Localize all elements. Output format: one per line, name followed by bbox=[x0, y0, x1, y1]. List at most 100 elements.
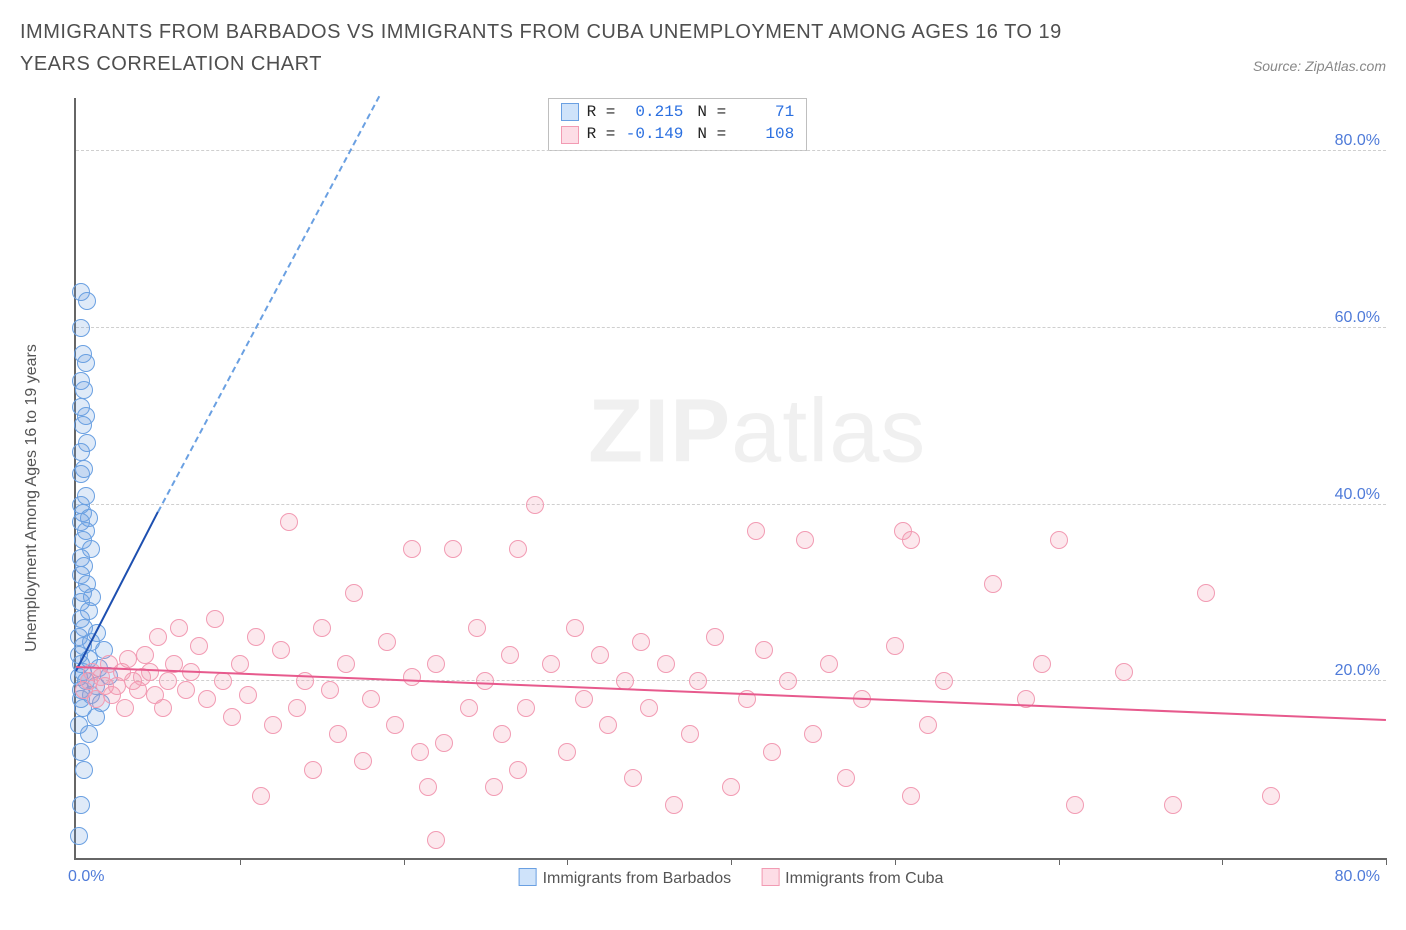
data-point bbox=[427, 831, 445, 849]
gridline bbox=[76, 504, 1386, 505]
data-point bbox=[403, 668, 421, 686]
data-point bbox=[427, 655, 445, 673]
legend-label: Immigrants from Barbados bbox=[543, 870, 732, 887]
data-point bbox=[468, 619, 486, 637]
data-point bbox=[837, 769, 855, 787]
x-tick bbox=[1386, 858, 1387, 865]
data-point bbox=[599, 716, 617, 734]
data-point bbox=[558, 743, 576, 761]
x-axis-min-label: 0.0% bbox=[68, 868, 104, 886]
data-point bbox=[264, 716, 282, 734]
legend-swatch bbox=[561, 126, 579, 144]
stats-r-label: R = bbox=[587, 123, 616, 145]
data-point bbox=[517, 699, 535, 717]
data-point bbox=[796, 531, 814, 549]
data-point bbox=[378, 633, 396, 651]
y-tick-label: 20.0% bbox=[1335, 662, 1380, 680]
data-point bbox=[70, 827, 88, 845]
chart-title: IMMIGRANTS FROM BARBADOS VS IMMIGRANTS F… bbox=[20, 16, 1120, 80]
data-point bbox=[935, 672, 953, 690]
x-tick bbox=[1059, 858, 1060, 865]
regression-line bbox=[76, 666, 1386, 721]
data-point bbox=[1262, 787, 1280, 805]
data-point bbox=[509, 540, 527, 558]
data-point bbox=[72, 796, 90, 814]
data-point bbox=[435, 734, 453, 752]
data-point bbox=[984, 575, 1002, 593]
data-point bbox=[72, 743, 90, 761]
data-point bbox=[509, 761, 527, 779]
data-point bbox=[820, 655, 838, 673]
data-point bbox=[476, 672, 494, 690]
watermark-bold: ZIP bbox=[588, 382, 731, 482]
data-point bbox=[1066, 796, 1084, 814]
data-point bbox=[886, 637, 904, 655]
stats-r-label: R = bbox=[587, 101, 616, 123]
data-point bbox=[72, 319, 90, 337]
y-tick-label: 40.0% bbox=[1335, 486, 1380, 504]
stats-r-value: -0.149 bbox=[623, 123, 683, 145]
x-axis-max-label: 80.0% bbox=[1335, 868, 1380, 886]
legend-swatch bbox=[561, 103, 579, 121]
axis-legend: Immigrants from Barbados Immigrants from … bbox=[519, 868, 944, 888]
data-point bbox=[280, 513, 298, 531]
gridline bbox=[76, 150, 1386, 151]
data-point bbox=[493, 725, 511, 743]
data-point bbox=[1050, 531, 1068, 549]
data-point bbox=[591, 646, 609, 664]
x-tick bbox=[1222, 858, 1223, 865]
watermark-thin: atlas bbox=[731, 382, 926, 482]
data-point bbox=[329, 725, 347, 743]
source-credit: Source: ZipAtlas.com bbox=[1253, 58, 1386, 74]
data-point bbox=[386, 716, 404, 734]
data-point bbox=[77, 487, 95, 505]
data-point bbox=[141, 663, 159, 681]
data-point bbox=[1033, 655, 1051, 673]
data-point bbox=[190, 637, 208, 655]
data-point bbox=[919, 716, 937, 734]
data-point bbox=[640, 699, 658, 717]
data-point bbox=[345, 584, 363, 602]
data-point bbox=[149, 628, 167, 646]
gridline bbox=[76, 327, 1386, 328]
data-point bbox=[288, 699, 306, 717]
data-point bbox=[575, 690, 593, 708]
data-point bbox=[763, 743, 781, 761]
data-point bbox=[747, 522, 765, 540]
plot-area: ZIPatlas R =0.215N =71R =-0.149N =108 Im… bbox=[74, 98, 1386, 860]
data-point bbox=[1115, 663, 1133, 681]
stats-r-value: 0.215 bbox=[623, 101, 683, 123]
data-point bbox=[247, 628, 265, 646]
data-point bbox=[170, 619, 188, 637]
y-axis-label: Unemployment Among Ages 16 to 19 years bbox=[23, 344, 41, 652]
data-point bbox=[804, 725, 822, 743]
data-point bbox=[657, 655, 675, 673]
data-point bbox=[252, 787, 270, 805]
data-point bbox=[119, 650, 137, 668]
data-point bbox=[206, 610, 224, 628]
data-point bbox=[354, 752, 372, 770]
data-point bbox=[321, 681, 339, 699]
data-point bbox=[70, 716, 88, 734]
stats-n-label: N = bbox=[697, 101, 726, 123]
scatter-chart: Unemployment Among Ages 16 to 19 years Z… bbox=[52, 98, 1386, 898]
data-point bbox=[722, 778, 740, 796]
data-point bbox=[1197, 584, 1215, 602]
data-point bbox=[198, 690, 216, 708]
stats-row: R =-0.149N =108 bbox=[561, 123, 795, 145]
regression-line bbox=[157, 97, 380, 513]
legend-swatch bbox=[761, 868, 779, 886]
data-point bbox=[411, 743, 429, 761]
legend-item: Immigrants from Barbados bbox=[519, 868, 732, 888]
legend-item: Immigrants from Cuba bbox=[761, 868, 943, 888]
data-point bbox=[239, 686, 257, 704]
watermark: ZIPatlas bbox=[588, 381, 926, 484]
stats-box: R =0.215N =71R =-0.149N =108 bbox=[548, 98, 808, 151]
data-point bbox=[72, 283, 90, 301]
data-point bbox=[223, 708, 241, 726]
data-point bbox=[116, 699, 134, 717]
data-point bbox=[214, 672, 232, 690]
data-point bbox=[681, 725, 699, 743]
data-point bbox=[779, 672, 797, 690]
data-point bbox=[159, 672, 177, 690]
